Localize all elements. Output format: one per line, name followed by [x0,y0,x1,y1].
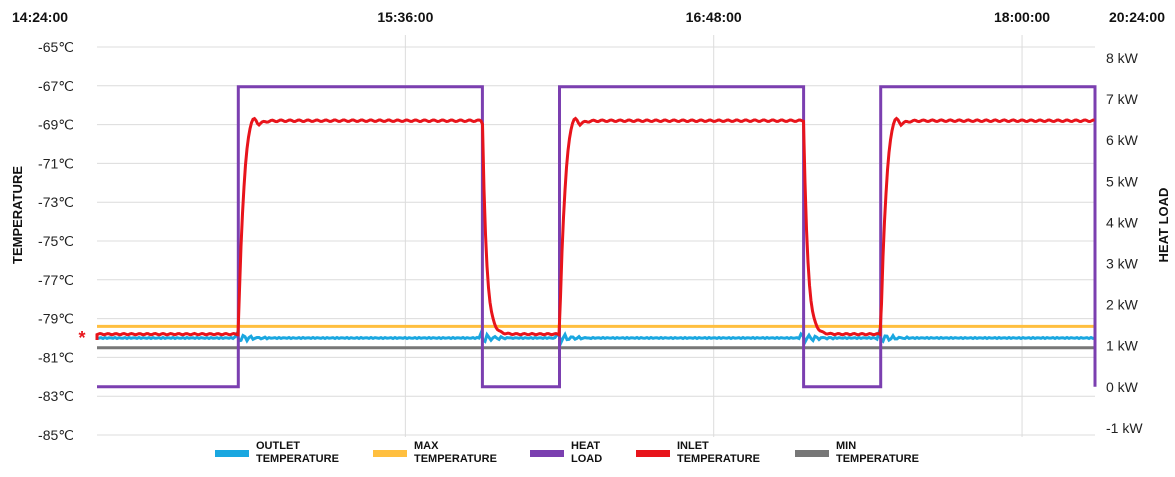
right-axis-title: HEAT LOAD [1156,188,1171,263]
legend-label: HEAT LOAD [571,440,603,465]
left-tick-label: -67℃ [38,78,74,94]
right-y-axis-ticks: 8 kW 7 kW 6 kW 5 kW 4 kW 3 kW 2 kW 1 kW 0 kW -1 k… [1106,50,1143,436]
right-tick-label: 8 kW [1106,50,1139,66]
right-tick-label: 5 kW [1106,173,1139,189]
x-tick-label: 18:00:00 [994,9,1050,25]
reference-marker: * [78,328,85,348]
left-tick-label: -75℃ [38,233,74,249]
chart-legend: OUTLET TEMPERATURE MAX TEMPERATURE HEAT LO… [0,440,1175,477]
x-tick-label: 14:24:00 [12,9,68,25]
right-tick-label: -1 kW [1106,420,1143,436]
legend-item: INLET TEMPERATURE [636,440,760,466]
left-tick-label: -79℃ [38,311,74,327]
x-tick-label: 16:48:00 [686,9,742,25]
x-axis-ticks: 14:24:0015:36:0016:48:0018:00:0019:12:00… [12,9,1165,25]
legend-swatch [215,449,249,457]
left-tick-label: -85℃ [38,427,74,440]
heat-load-temperature-chart: 14:24:0015:36:0016:48:0018:00:0019:12:00… [10,9,1171,440]
left-y-axis-ticks: -65℃ -67℃ -69℃ -71℃ -73℃ -75℃ -77℃ -79℃ -81℃ -83℃… [38,39,74,440]
right-tick-label: 0 kW [1106,379,1139,395]
x-tick-label: 20:24:00 [1109,9,1165,25]
legend-swatch [795,449,829,457]
right-tick-label: 3 kW [1106,256,1139,272]
legend-label: OUTLET TEMPERATURE [256,440,339,465]
legend-item: MAX TEMPERATURE [373,440,497,466]
legend-swatch [530,449,564,457]
left-tick-label: -77℃ [38,272,74,288]
right-tick-label: 6 kW [1106,132,1139,148]
left-axis-title: TEMPERATURE [10,166,25,264]
left-tick-label: -71℃ [38,155,74,171]
x-tick-label: 15:36:00 [377,9,433,25]
series-line [97,85,1097,389]
legend-item: HEAT LOAD [530,440,602,466]
right-tick-label: 1 kW [1106,338,1139,354]
chart-grid [97,35,1095,437]
legend-item: OUTLET TEMPERATURE [215,440,339,466]
right-tick-label: 4 kW [1106,214,1139,230]
chart-series [95,85,1097,389]
right-tick-label: 7 kW [1106,91,1139,107]
legend-label: MAX TEMPERATURE [414,440,497,465]
right-tick-label: 2 kW [1106,297,1139,313]
legend-swatch [373,449,407,457]
left-tick-label: -65℃ [38,39,74,55]
left-tick-label: -73℃ [38,194,74,210]
left-tick-label: -69℃ [38,117,74,133]
series-line [96,327,1096,347]
legend-swatch [636,449,670,457]
left-tick-label: -81℃ [38,349,74,365]
legend-label: INLET TEMPERATURE [677,440,760,465]
left-tick-label: -83℃ [38,388,74,404]
legend-label: MIN TEMPERATURE [836,440,919,465]
legend-item: MIN TEMPERATURE [795,440,919,466]
series-line [95,116,1095,340]
